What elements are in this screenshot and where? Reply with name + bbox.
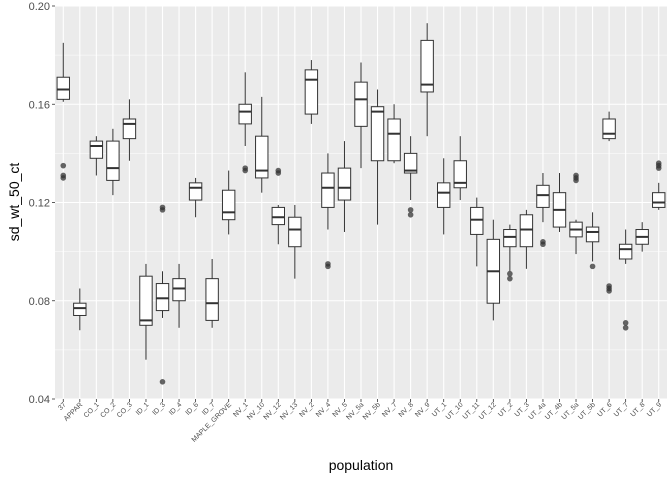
box-UT_5b (585, 212, 600, 270)
outlier-point (159, 379, 166, 385)
y-tick-label: 0.20 (29, 1, 50, 13)
outlier-point (622, 320, 629, 326)
box-iqr (503, 229, 517, 248)
box-UT_11 (470, 197, 484, 267)
outlier-point (606, 288, 612, 294)
box-NV_9 (420, 23, 434, 137)
box-UT_2 (503, 224, 517, 282)
box-iqr (420, 39, 434, 93)
box-NV_1 (238, 72, 252, 174)
box-iqr (387, 118, 401, 162)
box-iqr (106, 140, 120, 181)
box-iqr (403, 152, 418, 174)
box-CO_2 (106, 128, 120, 196)
outlier-point (325, 263, 331, 270)
box-NV_5b (370, 89, 385, 225)
box-NV_4 (321, 153, 335, 270)
box-iqr (122, 118, 137, 140)
box-UT_7 (618, 229, 633, 331)
box-iqr (337, 167, 352, 201)
box-APPAR (73, 288, 87, 331)
box-iqr (288, 216, 302, 248)
box-UT_10 (453, 136, 467, 201)
box-iqr (205, 278, 219, 321)
box-iqr (585, 226, 600, 243)
box-iqr (271, 206, 286, 226)
box-iqr (221, 189, 236, 221)
outlier-point (242, 167, 249, 174)
box-NV_12 (271, 167, 286, 245)
outlier-point (589, 263, 596, 270)
box-iqr (139, 275, 153, 326)
box-iqr (155, 283, 170, 312)
outlier-point (407, 211, 414, 218)
outlier-point (60, 175, 67, 181)
box-iqr (255, 135, 269, 179)
box-iqr (188, 182, 203, 201)
box-ID_6 (188, 177, 203, 218)
box-UT_9 (652, 160, 666, 210)
outlier-point (507, 270, 513, 277)
box-iqr (304, 69, 319, 115)
box-ID_1 (139, 263, 153, 360)
outlier-point (60, 162, 67, 169)
box-iqr (56, 76, 70, 100)
box-UT_3 (519, 209, 534, 269)
box-iqr (618, 243, 633, 260)
outlier-point (622, 324, 629, 331)
outlier-point (275, 170, 282, 176)
y-tick-label: 0.08 (29, 296, 50, 308)
y-tick-label: 0.16 (29, 99, 50, 111)
box-iqr (519, 214, 534, 248)
box-NV_5a (354, 62, 368, 169)
x-tick-label: 37 (57, 401, 68, 412)
y-axis-title: sd_wt_50_ct (6, 163, 22, 242)
box-NV_13 (288, 204, 302, 279)
box-NV_10 (255, 96, 269, 193)
box-UT_4b (552, 173, 567, 232)
outlier-point (655, 165, 662, 171)
y-tick-label: 0.04 (29, 394, 50, 406)
outlier-point (159, 207, 166, 213)
box-iqr (602, 118, 616, 140)
box-UT_6 (602, 111, 616, 294)
outlier-point (573, 177, 579, 184)
box-ID_3 (155, 204, 170, 385)
y-axis: 0.04 0.08 0.12 0.16 0.20 (29, 1, 55, 406)
box-iqr (238, 103, 252, 125)
outlier-point (507, 275, 513, 282)
box-NV_7 (387, 104, 401, 164)
box-NV_8 (403, 136, 418, 218)
box-iqr (536, 184, 550, 208)
box-iqr (73, 302, 87, 316)
box-37 (56, 42, 70, 181)
box-iqr (453, 160, 467, 189)
box-iqr (172, 278, 186, 302)
y-tick-label: 0.12 (29, 198, 50, 210)
boxes (56, 23, 666, 385)
outlier-point (407, 207, 414, 213)
box-UT_12 (486, 219, 501, 321)
box-iqr (652, 192, 666, 208)
box-ID_4 (172, 263, 186, 328)
box-CO_1 (89, 136, 104, 176)
box-iqr (89, 140, 104, 159)
box-NV_2 (304, 60, 319, 124)
box-ID_7 (205, 258, 219, 328)
box-UT_5a (569, 172, 583, 255)
box-UT_1 (437, 158, 451, 235)
box-UT_8 (635, 222, 649, 252)
box-iqr (470, 206, 484, 235)
outlier-point (540, 241, 546, 248)
box-iqr (437, 182, 451, 208)
box-iqr (370, 106, 385, 162)
box-MAPLE_GROVE (221, 170, 236, 235)
box-iqr (321, 172, 335, 208)
box-NV_5 (337, 141, 352, 232)
box-iqr (354, 81, 368, 127)
x-axis-title: population (329, 457, 394, 473)
box-CO_3 (122, 99, 137, 161)
box-UT_4a (536, 173, 550, 248)
